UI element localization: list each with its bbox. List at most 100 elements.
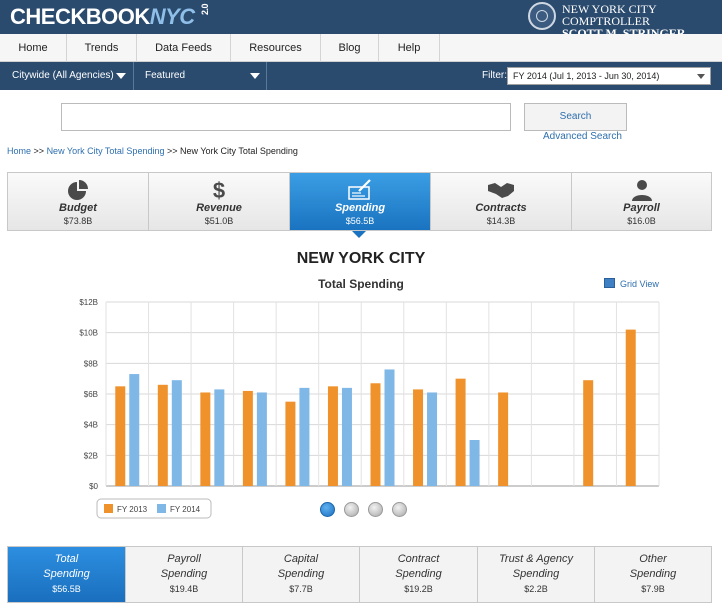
legend-label: FY 2013	[117, 505, 148, 514]
search-button[interactable]: Search	[524, 103, 627, 131]
legend-swatch	[157, 504, 166, 513]
y-tick-label: $10B	[79, 329, 98, 338]
fiscal-year-select[interactable]: FY 2014 (Jul 1, 2013 - Jun 30, 2014)	[507, 67, 711, 85]
tab-amount: $19.4B	[169, 584, 199, 594]
breadcrumb-home[interactable]: Home	[7, 146, 32, 156]
tab-revenue-amount: $51.0B	[204, 216, 234, 226]
tab-payroll-label: Payroll	[623, 202, 660, 214]
bar-fy-2013	[625, 329, 636, 486]
chevron-down-icon	[697, 74, 705, 79]
domain-tabs: Budget $73.8B $ Revenue $51.0B Spending …	[7, 172, 712, 231]
tab-amount: $2.2B	[524, 584, 548, 594]
tab-amount: $7.7B	[289, 584, 313, 594]
tab-other-spending[interactable]: Other Spending $7.9B	[595, 547, 711, 602]
tab-budget-label: Budget	[59, 202, 97, 214]
tab-amount: $19.2B	[404, 584, 433, 594]
y-tick-label: $4B	[84, 421, 98, 430]
pie-chart-icon	[68, 180, 88, 200]
tab-label-line1: Payroll	[167, 553, 201, 565]
nav-trends[interactable]: Trends	[67, 34, 137, 62]
tab-spending-amount: $56.5B	[345, 216, 375, 226]
bar-fy-2013	[370, 383, 381, 486]
pager-dot[interactable]	[368, 502, 383, 517]
tab-label-line1: Contract	[397, 553, 440, 565]
legend-label: FY 2014	[170, 505, 201, 514]
tab-payroll[interactable]: Payroll $16.0B	[572, 173, 711, 230]
pager-dot[interactable]	[392, 502, 407, 517]
bar-fy-2013	[115, 386, 126, 486]
tab-capital-spending[interactable]: Capital Spending $7.7B	[243, 547, 360, 602]
y-tick-label: $8B	[84, 359, 98, 368]
tab-contracts-amount: $14.3B	[486, 216, 516, 226]
filter-label: Filter:	[482, 70, 507, 81]
handshake-icon	[488, 183, 514, 198]
nav-home[interactable]: Home	[0, 34, 67, 62]
tab-spending[interactable]: Spending $56.5B	[290, 173, 431, 230]
tab-total-spending[interactable]: Total Spending $56.5B	[8, 547, 126, 602]
nyc-seal-icon	[528, 2, 556, 30]
person-icon	[631, 180, 652, 201]
comptroller-title: NEW YORK CITY COMPTROLLER	[562, 2, 657, 28]
chart-title: NEW YORK CITY	[296, 250, 426, 267]
bar-fy-2014	[171, 380, 182, 486]
tab-spending-label: Spending	[334, 202, 386, 214]
agency-dropdown-label: Citywide (All Agencies)	[12, 70, 114, 81]
bar-fy-2014	[384, 369, 395, 486]
nav-data-feeds[interactable]: Data Feeds	[137, 34, 231, 62]
y-tick-label: $2B	[84, 451, 98, 460]
filter-bar: Citywide (All Agencies) Featured Filter:…	[0, 62, 722, 90]
chevron-down-icon	[116, 73, 126, 79]
chevron-down-icon	[250, 73, 260, 79]
tab-contract-spending[interactable]: Contract Spending $19.2B	[360, 547, 478, 602]
featured-dropdown-label: Featured	[145, 70, 186, 81]
breadcrumb: Home >> New York City Total Spending >> …	[7, 146, 298, 156]
tab-contracts[interactable]: Contracts $14.3B	[431, 173, 572, 230]
breadcrumb-total-spending-link[interactable]: New York City Total Spending	[46, 146, 165, 156]
bar-fy-2013	[242, 390, 253, 486]
bar-fy-2013	[200, 392, 211, 486]
bar-fy-2014	[299, 387, 310, 486]
legend-swatch	[104, 504, 113, 513]
tab-budget-amount: $73.8B	[63, 216, 93, 226]
bar-fy-2014	[256, 392, 267, 486]
logo-main-text: CHECKBOOK	[10, 4, 150, 29]
featured-dropdown[interactable]: Featured	[133, 62, 266, 90]
search-input[interactable]	[61, 103, 511, 131]
nav-blog[interactable]: Blog	[321, 34, 379, 62]
fiscal-year-value: FY 2014 (Jul 1, 2013 - Jun 30, 2014)	[513, 71, 660, 81]
tab-label-line2: Spending	[395, 568, 442, 580]
tab-label-line2: Spending	[160, 568, 208, 580]
grid-icon	[604, 278, 615, 288]
tab-payroll-spending[interactable]: Payroll Spending $19.4B	[126, 547, 243, 602]
tab-trust-agency-spending[interactable]: Trust & Agency Spending $2.2B	[478, 547, 595, 602]
y-tick-label: $0	[89, 482, 98, 491]
logo-version: 2.0	[200, 4, 210, 16]
tab-revenue[interactable]: $ Revenue $51.0B	[149, 173, 290, 230]
tab-budget[interactable]: Budget $73.8B	[8, 173, 149, 230]
bar-fy-2013	[498, 392, 509, 486]
bar-fy-2013	[285, 401, 296, 486]
bar-fy-2013	[583, 380, 594, 486]
chart-subtitle: Total Spending	[318, 277, 404, 291]
main-nav: Home Trends Data Feeds Resources Blog He…	[0, 34, 722, 62]
bar-fy-2014	[427, 392, 438, 486]
advanced-search-link[interactable]: Advanced Search	[543, 131, 622, 142]
agency-dropdown[interactable]: Citywide (All Agencies)	[0, 62, 133, 90]
tab-label-line1: Total	[54, 553, 79, 565]
spending-type-tabs: Total Spending $56.5B Payroll Spending $…	[7, 546, 712, 603]
bar-fy-2013	[157, 384, 168, 486]
tab-amount: $7.9B	[641, 584, 665, 594]
nav-resources[interactable]: Resources	[231, 34, 321, 62]
pager-dot[interactable]	[344, 502, 359, 517]
bar-fy-2013	[413, 389, 424, 486]
tab-contracts-label: Contracts	[475, 202, 527, 214]
tab-label-line2: Spending	[629, 568, 677, 580]
bar-fy-2013	[327, 386, 338, 486]
bar-fy-2013	[455, 378, 466, 486]
y-tick-label: $12B	[79, 298, 98, 307]
bar-fy-2014	[214, 389, 225, 486]
grid-view-link[interactable]: Grid View	[604, 278, 659, 289]
nav-help[interactable]: Help	[379, 34, 440, 62]
pager-dot[interactable]	[320, 502, 335, 517]
checkbook-nyc-logo[interactable]: CHECKBOOKNYC 2.0	[10, 4, 210, 30]
